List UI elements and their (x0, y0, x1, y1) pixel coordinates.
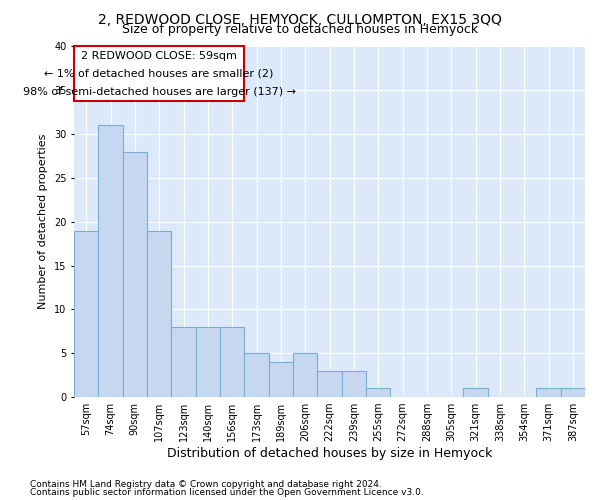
Bar (463, 388, 488, 397)
Bar (122, 152, 147, 397)
Bar (196, 327, 220, 397)
Bar (560, 388, 585, 397)
Bar (74, 230, 98, 397)
Bar (366, 388, 391, 397)
Bar (317, 371, 341, 397)
Bar (269, 362, 293, 397)
Bar (98, 126, 122, 397)
X-axis label: Distribution of detached houses by size in Hemyock: Distribution of detached houses by size … (167, 447, 492, 460)
Bar (341, 371, 366, 397)
Text: 2, REDWOOD CLOSE, HEMYOCK, CULLOMPTON, EX15 3QQ: 2, REDWOOD CLOSE, HEMYOCK, CULLOMPTON, E… (98, 12, 502, 26)
Bar (244, 354, 269, 397)
Text: Contains HM Land Registry data © Crown copyright and database right 2024.: Contains HM Land Registry data © Crown c… (30, 480, 382, 489)
Bar (172, 327, 196, 397)
Bar (220, 327, 244, 397)
Bar (293, 354, 317, 397)
FancyBboxPatch shape (74, 46, 244, 101)
Text: Size of property relative to detached houses in Hemyock: Size of property relative to detached ho… (122, 22, 478, 36)
Bar (147, 230, 172, 397)
Text: ← 1% of detached houses are smaller (2): ← 1% of detached houses are smaller (2) (44, 68, 274, 78)
Text: 2 REDWOOD CLOSE: 59sqm: 2 REDWOOD CLOSE: 59sqm (81, 50, 237, 60)
Text: Contains public sector information licensed under the Open Government Licence v3: Contains public sector information licen… (30, 488, 424, 497)
Text: 98% of semi-detached houses are larger (137) →: 98% of semi-detached houses are larger (… (23, 87, 296, 97)
Y-axis label: Number of detached properties: Number of detached properties (38, 134, 49, 310)
Bar (536, 388, 560, 397)
